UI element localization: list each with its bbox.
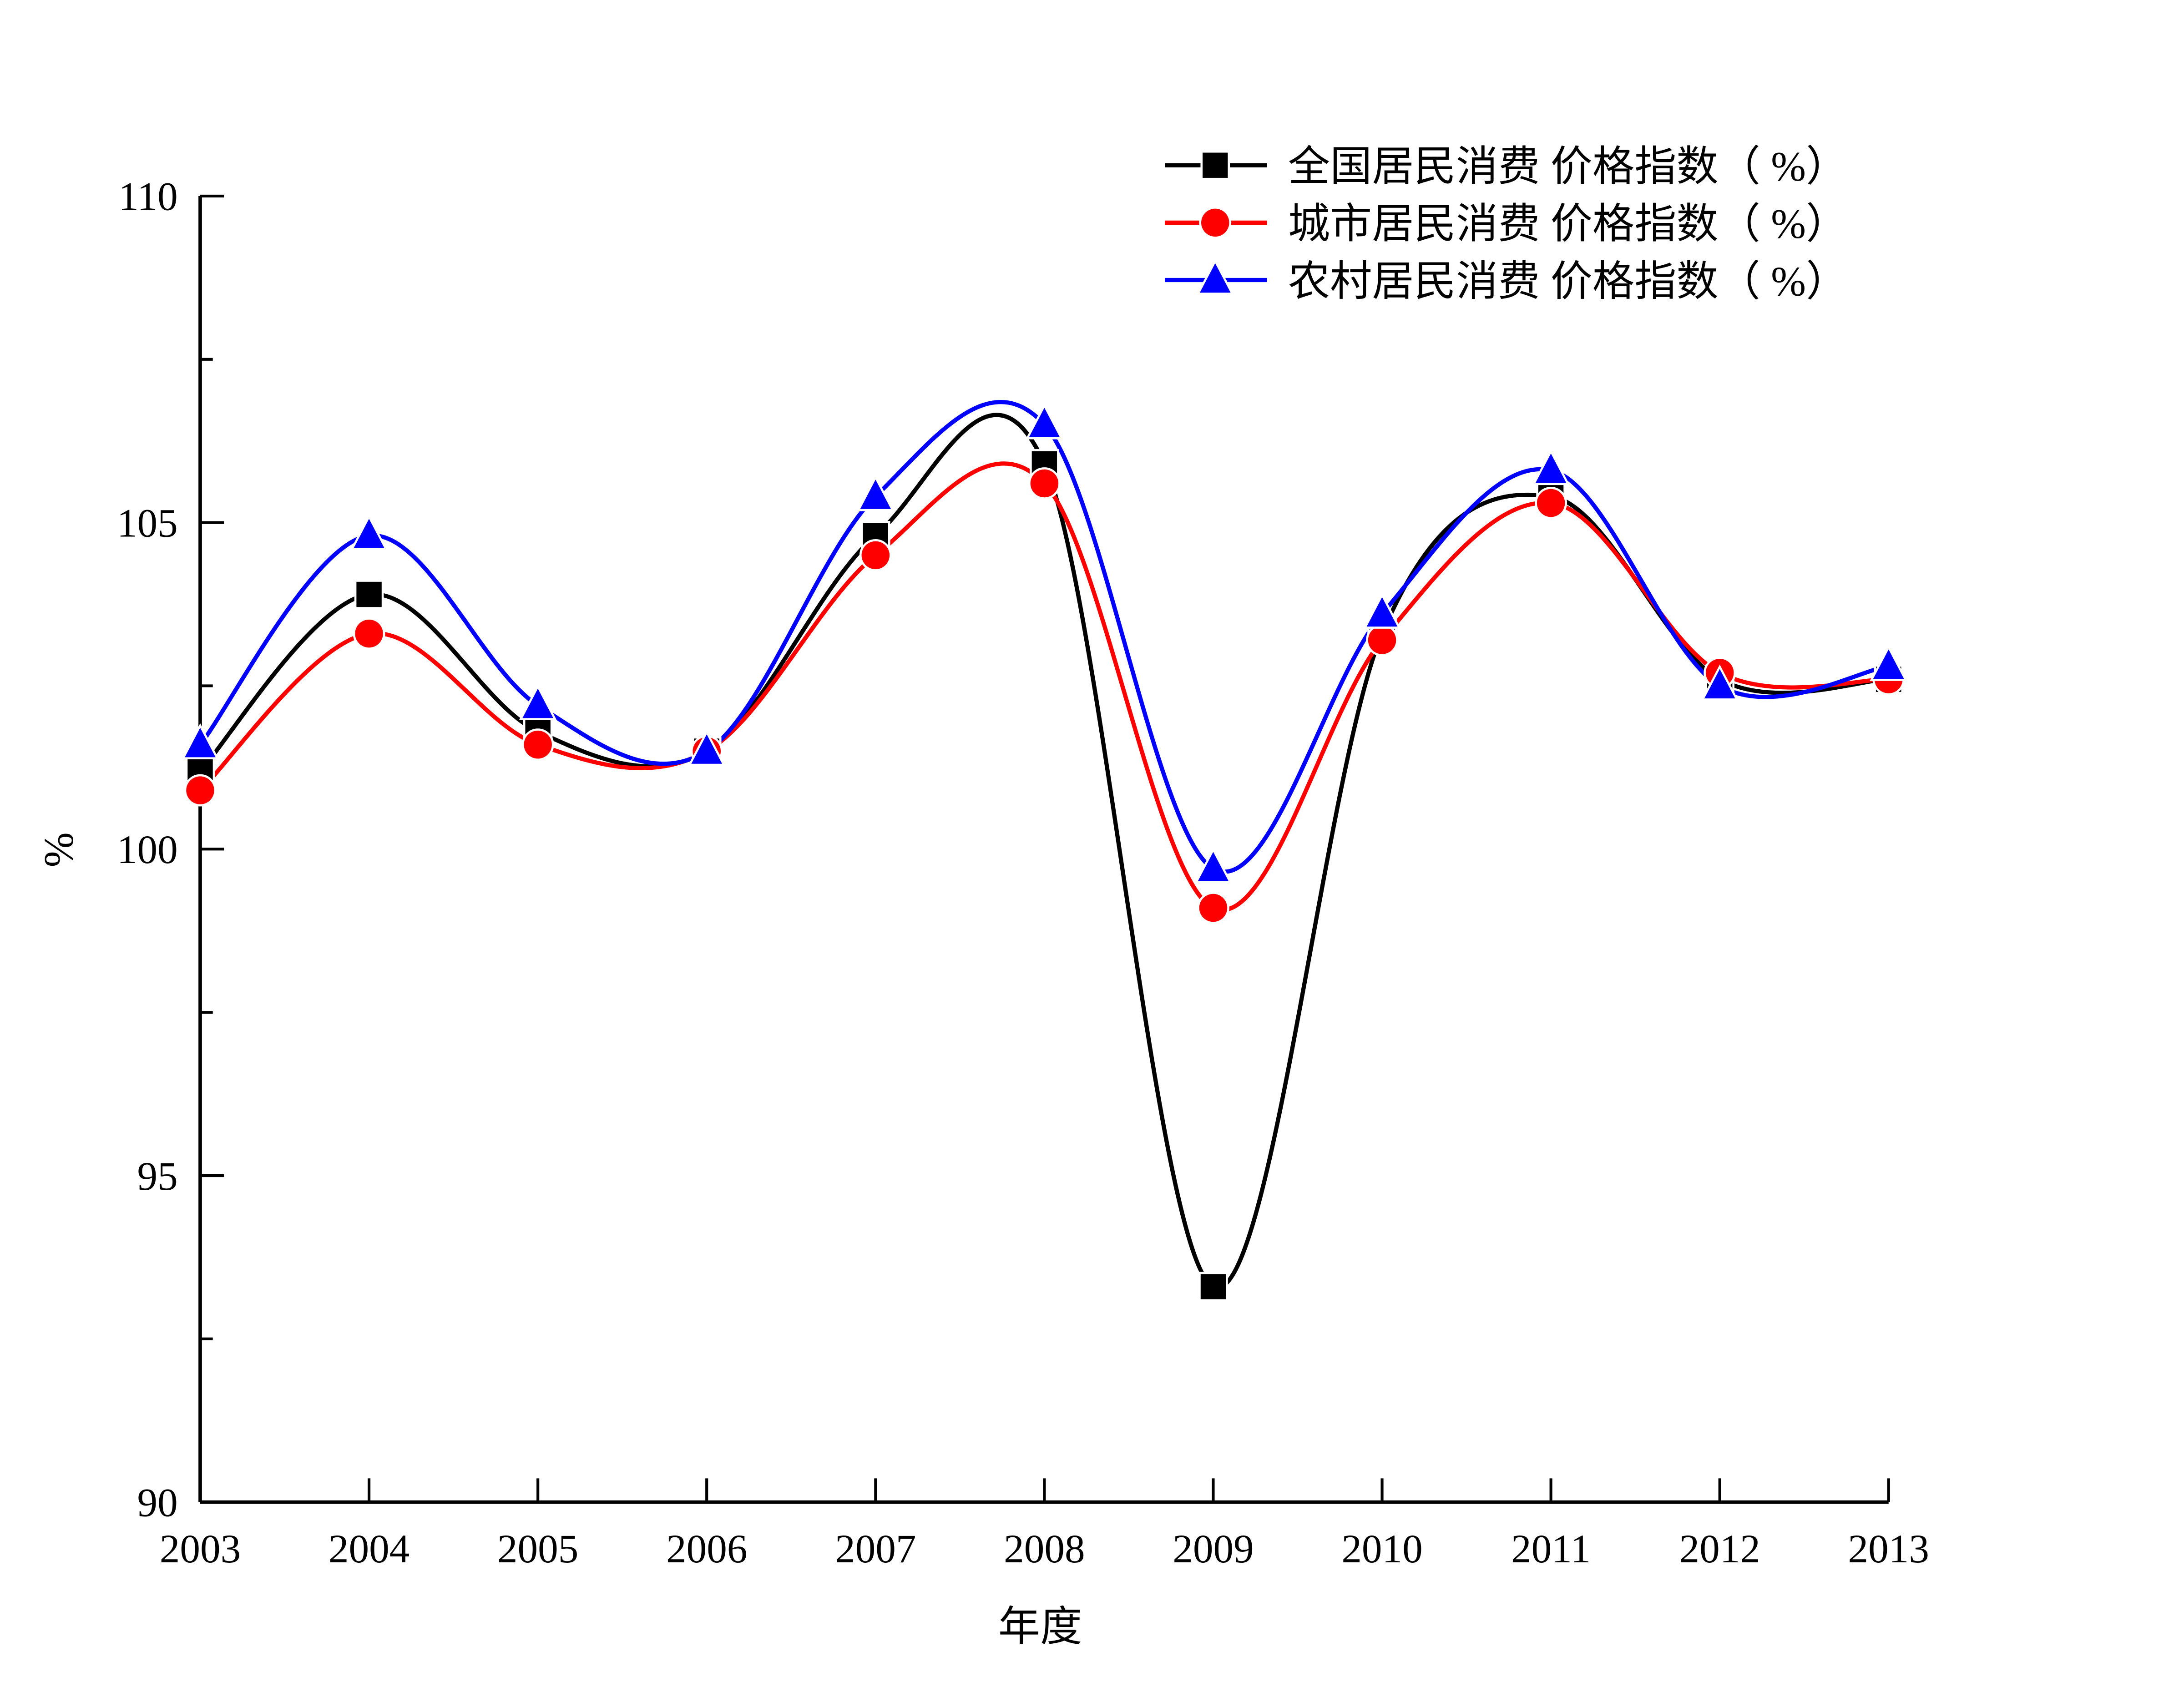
legend-label: 城市居民消费 价格指数（ %）	[1288, 201, 1848, 247]
series-markers	[181, 403, 1908, 1302]
x-tick-label: 2013	[1848, 1526, 1929, 1571]
data-point-circle	[1366, 624, 1398, 657]
y-tick-label: 105	[117, 500, 178, 545]
x-tick-label: 2009	[1173, 1526, 1254, 1571]
data-point-triangle	[1870, 645, 1908, 681]
x-tick-label: 2003	[160, 1526, 241, 1571]
data-point-triangle	[1194, 847, 1232, 884]
x-tick-label: 2007	[835, 1526, 916, 1571]
data-point-circle	[184, 774, 217, 807]
data-point-triangle	[688, 730, 726, 766]
data-point-triangle	[1363, 592, 1401, 629]
x-tick-label: 2012	[1679, 1526, 1760, 1571]
x-tick-label: 2006	[666, 1526, 747, 1571]
data-point-square	[1198, 1272, 1228, 1302]
series-line-triangle	[198, 400, 1889, 874]
data-point-circle	[1197, 892, 1229, 924]
legend-marker-square	[1200, 150, 1230, 180]
legend-marker-triangle	[1196, 258, 1234, 295]
data-point-circle	[353, 617, 385, 650]
data-point-circle	[1535, 487, 1567, 519]
data-point-triangle	[856, 475, 895, 511]
legend: 全国居民消费 价格指数（ %） 城市居民消费 价格指数（ %） 农村居民消费 价格指…	[1165, 143, 1848, 304]
x-tick-label: 2008	[1004, 1526, 1085, 1571]
x-tick-label: 2010	[1341, 1526, 1422, 1571]
data-point-triangle	[1532, 449, 1570, 485]
legend-marker-circle	[1199, 206, 1232, 239]
data-point-triangle	[181, 723, 219, 759]
data-point-circle	[859, 539, 892, 571]
x-tick-label: 2004	[329, 1526, 410, 1571]
y-tick-label: 95	[137, 1154, 178, 1199]
series-line-circle	[198, 461, 1889, 912]
legend-label: 全国居民消费 价格指数（ %）	[1288, 143, 1848, 190]
legend-label: 农村居民消费 价格指数（ %）	[1288, 258, 1848, 304]
y-axis-label: %	[35, 832, 82, 867]
x-axis-label: 年度	[998, 1603, 1082, 1650]
axes: 2003 2004 2005 2006 2007 2008 2009 2010 2011 2012…	[117, 174, 1929, 1571]
series-lines	[198, 400, 1889, 1290]
x-tick-label: 2005	[497, 1526, 578, 1571]
data-point-circle	[1028, 467, 1061, 500]
series-line-square	[198, 413, 1889, 1290]
data-point-triangle	[1701, 664, 1739, 701]
y-tick-label: 90	[137, 1480, 178, 1525]
data-point-triangle	[350, 514, 388, 551]
data-point-square	[354, 580, 384, 609]
data-point-triangle	[519, 684, 557, 720]
data-point-triangle	[1025, 403, 1063, 439]
x-tick-label: 2011	[1511, 1526, 1591, 1571]
y-tick-label: 100	[117, 827, 178, 872]
y-tick-label: 110	[118, 174, 178, 219]
data-point-circle	[521, 728, 554, 761]
